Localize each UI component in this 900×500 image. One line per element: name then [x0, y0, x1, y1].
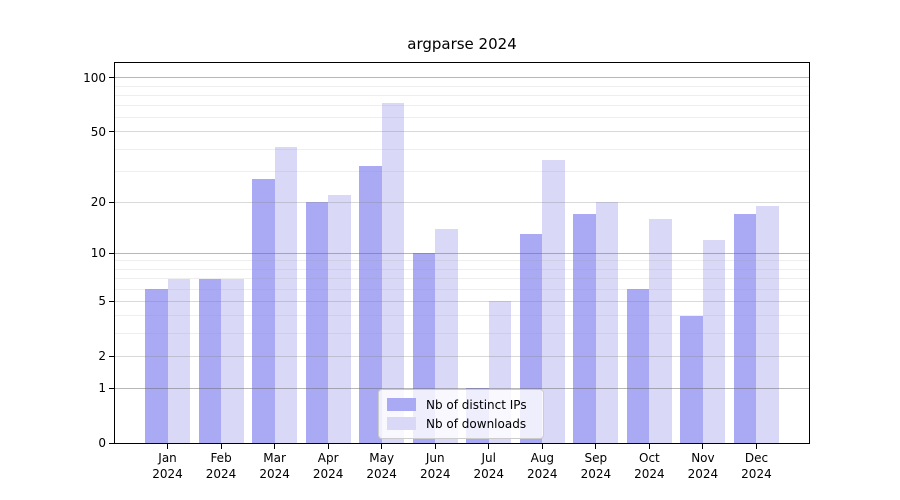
x-tick-label-aug: Aug 2024: [527, 451, 558, 481]
bar-downloads-feb: [221, 278, 244, 443]
gridline-20: [115, 201, 809, 203]
gridline-8: [115, 268, 809, 270]
bar-downloads-aug: [542, 159, 565, 443]
y-tick-label-10: 10: [90, 246, 106, 261]
legend-swatch-downloads: [387, 417, 416, 430]
y-tick-label-100: 100: [83, 70, 106, 85]
x-axis-tick-nov: [702, 444, 704, 449]
bar-downloads-oct: [649, 218, 672, 443]
bar-downloads-mar: [274, 147, 298, 443]
bar-ips-mar: [252, 179, 275, 443]
bar-downloads-nov: [702, 240, 726, 443]
x-axis-tick-dec: [755, 444, 757, 449]
gridline-30: [115, 170, 809, 172]
gridline-90: [115, 85, 809, 87]
gridline-4: [115, 315, 809, 317]
gridline-40: [115, 148, 809, 150]
gridline-7: [115, 278, 809, 279]
bar-ips-apr: [305, 202, 329, 443]
bar-ips-feb: [198, 278, 222, 443]
x-tick-label-mar: Mar 2024: [259, 451, 290, 481]
legend-item-distinct-ips: Nb of distinct IPs: [387, 395, 535, 414]
y-axis-tick-50: [109, 131, 114, 133]
bar-downloads-dec: [756, 206, 779, 443]
x-axis-tick-sep: [595, 444, 597, 449]
y-tick-label-0: 0: [98, 436, 106, 450]
x-tick-label-jun: Jun 2024: [419, 451, 451, 481]
y-axis-tick-1: [109, 387, 114, 389]
chart-title: argparse 2024: [407, 35, 517, 53]
gridline-10: [115, 252, 809, 254]
bar-ips-may: [359, 166, 382, 443]
bar-ips-nov: [680, 315, 703, 443]
gridline-2: [115, 355, 809, 357]
y-tick-label-20: 20: [90, 195, 106, 210]
gridline-5: [115, 300, 809, 302]
gridline-1: [115, 387, 809, 389]
bar-ips-sep: [573, 214, 596, 443]
x-axis-tick-jan: [167, 444, 169, 449]
y-axis-tick-2: [109, 355, 114, 357]
legend-swatch-distinct-ips: [387, 398, 416, 411]
x-tick-label-apr: Apr 2024: [312, 451, 344, 481]
y-axis-tick-0: [109, 442, 114, 444]
y-axis-tick-10: [109, 252, 114, 254]
x-tick-label-jan: Jan 2024: [152, 451, 183, 481]
chart-legend: Nb of distinct IPs Nb of downloads: [378, 389, 544, 439]
y-tick-label-2: 2: [98, 349, 106, 364]
x-tick-label-sep: Sep 2024: [580, 451, 612, 481]
x-axis-tick-jun: [434, 444, 436, 449]
y-axis-tick-20: [109, 201, 114, 203]
bar-ips-jan: [145, 289, 168, 443]
gridline-80: [115, 94, 809, 96]
y-axis-tick-5: [109, 300, 114, 302]
bar-downloads-apr: [328, 194, 351, 443]
x-tick-label-jul: Jul 2024: [473, 451, 505, 481]
bar-ips-oct: [626, 289, 650, 443]
gridline-3: [115, 332, 809, 334]
y-axis-tick-100: [109, 77, 114, 79]
bar-downloads-jan: [167, 278, 191, 443]
gridline-9: [115, 260, 809, 262]
legend-item-downloads: Nb of downloads: [387, 414, 535, 433]
gridline-6: [115, 288, 809, 290]
x-axis-tick-feb: [220, 444, 222, 449]
x-axis-tick-jul: [488, 444, 490, 449]
x-axis-tick-may: [381, 444, 383, 449]
gridline-60: [115, 117, 809, 119]
x-axis-tick-apr: [327, 444, 329, 449]
plot-area: [114, 62, 810, 444]
y-tick-label-50: 50: [90, 124, 106, 139]
gridline-50: [115, 131, 809, 133]
legend-label-downloads: Nb of downloads: [426, 416, 527, 431]
x-axis-tick-aug: [541, 444, 543, 449]
x-tick-label-may: May 2024: [366, 451, 397, 481]
bar-downloads-sep: [595, 202, 619, 443]
legend-label-distinct-ips: Nb of distinct IPs: [426, 397, 527, 412]
x-axis-tick-oct: [648, 444, 650, 449]
x-tick-label-feb: Feb 2024: [205, 451, 237, 481]
bar-downloads-may: [381, 102, 405, 443]
x-axis-tick-mar: [274, 444, 276, 449]
x-tick-label-nov: Nov 2024: [687, 451, 719, 481]
gridline-100: [115, 77, 809, 79]
x-tick-label-oct: Oct 2024: [634, 451, 665, 481]
y-tick-label-5: 5: [98, 294, 106, 309]
y-tick-label-1: 1: [98, 381, 106, 396]
gridline-70: [115, 105, 809, 107]
x-tick-label-dec: Dec 2024: [741, 451, 772, 481]
bar-ips-dec: [733, 214, 757, 443]
